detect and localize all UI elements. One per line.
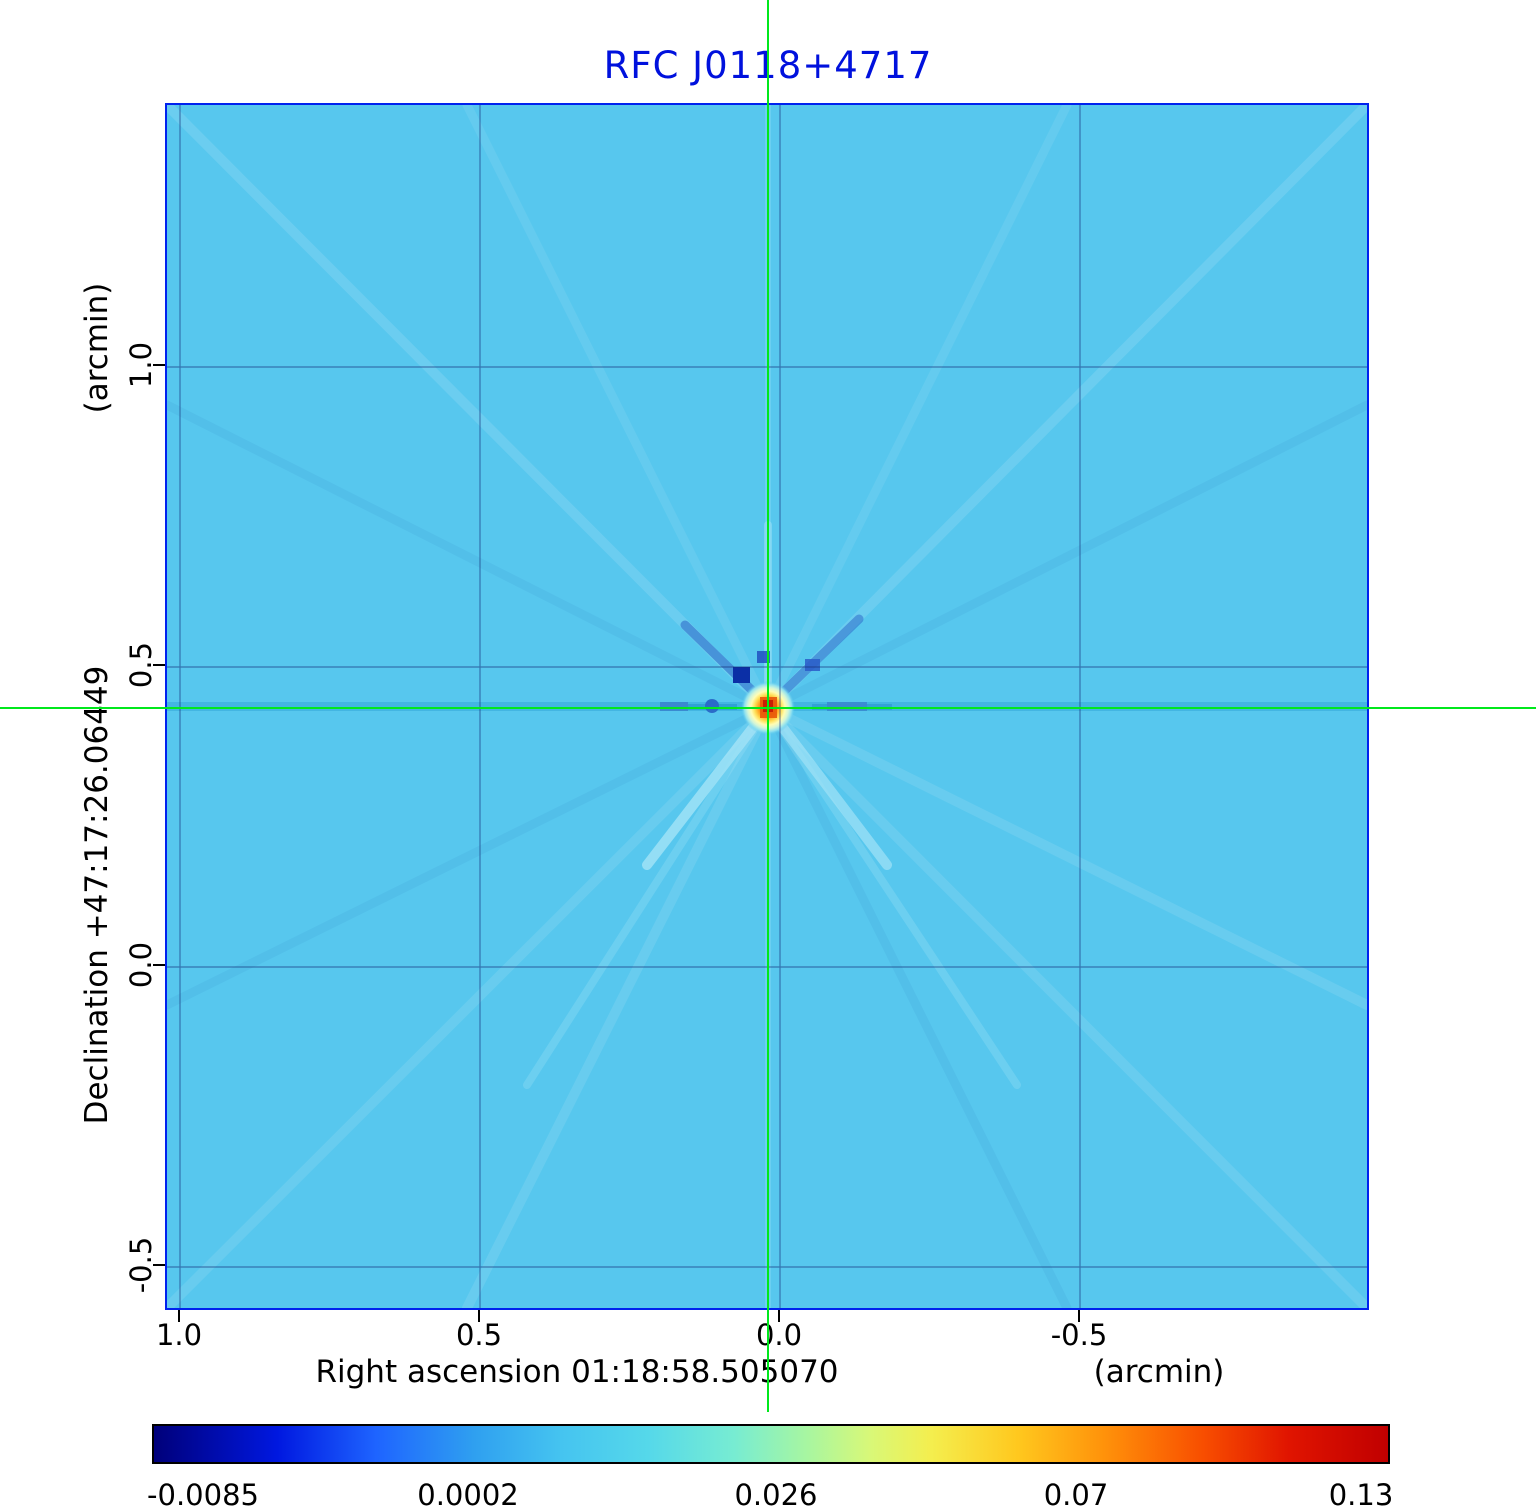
y-axis-tick <box>153 364 165 366</box>
x-axis-tick <box>478 1310 480 1322</box>
x-axis-tick <box>1078 1310 1080 1322</box>
colorbar-tick-label: 0.13 <box>1328 1478 1394 1511</box>
colorbar-tick-label: -0.0085 <box>147 1478 259 1511</box>
negative-sidelobes <box>660 614 867 713</box>
crosshair-horizontal-line <box>0 707 1536 709</box>
colorbar-tick-label: 0.07 <box>1043 1478 1109 1511</box>
x-tick-label: 1.0 <box>155 1318 203 1352</box>
x-axis-unit: (arcmin) <box>1093 1354 1225 1390</box>
y-axis-unit: (arcmin) <box>79 282 115 414</box>
x-axis-tick <box>778 1310 780 1322</box>
colorbar-tick-label: 0.026 <box>734 1478 818 1511</box>
near-source-bright-rays <box>523 521 1021 1089</box>
colorbar-tick-label: 0.0002 <box>417 1478 519 1511</box>
x-axis-label: Right ascension 01:18:58.505070 <box>315 1354 839 1390</box>
faint-ray-pattern <box>167 105 1367 1308</box>
y-axis-tick <box>153 1264 165 1266</box>
x-tick-label: 0.5 <box>455 1318 503 1352</box>
x-tick-label: -0.5 <box>1050 1318 1108 1352</box>
x-axis-tick <box>178 1310 180 1322</box>
y-axis-tick <box>153 664 165 666</box>
crosshair-vertical-line <box>767 0 769 1412</box>
colorbar <box>152 1424 1390 1464</box>
coordinate-grid <box>167 105 1367 1308</box>
y-axis-label: Declination +47:17:26.06449 <box>79 665 115 1125</box>
y-axis-tick <box>153 964 165 966</box>
x-tick-label: 0.0 <box>755 1318 803 1352</box>
